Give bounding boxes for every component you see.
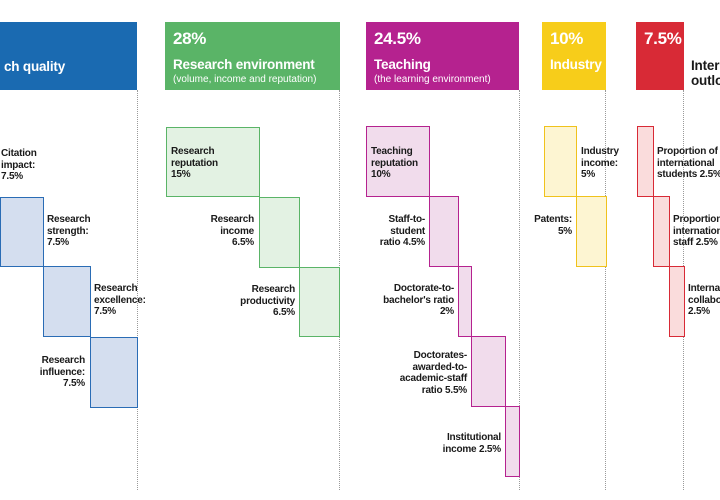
metric-box-research-strength <box>43 266 91 337</box>
pillar-percent: 24.5% <box>374 29 421 48</box>
pillar-header-research-environment: 28% Research environment (volume, income… <box>165 22 340 90</box>
metric-label-research-productivity: Research productivity 6.5% <box>240 284 295 318</box>
pillar-percent: 28% <box>173 29 207 48</box>
metric-label-intl-staff: Proportion internation staff 2.5% <box>673 214 720 248</box>
metric-box-patents <box>576 196 607 267</box>
metric-label-intl-students: Proportion of international students 2.5% <box>657 146 720 180</box>
metric-box-doctorates-staff <box>471 336 506 407</box>
metric-box-research-productivity <box>299 267 340 337</box>
metric-box-teaching-reputation <box>366 126 430 197</box>
pillar-subtitle: (the learning environment) <box>374 74 491 85</box>
metric-label-citation-impact: Citation impact: 7.5% <box>1 148 37 182</box>
metric-label-research-strength: Research strength: 7.5% <box>47 214 91 248</box>
pillar-header-teaching: 24.5% Teaching (the learning environment… <box>366 22 519 90</box>
metric-label-industry-income: Industry income: 5% <box>581 146 619 180</box>
metric-label-doctorate-bachelor: Doctorate-to-bachelor's ratio 2% <box>383 283 454 317</box>
metric-label-doctorates-staff: Doctorates-awarded-to-academic-staff rati… <box>399 350 467 396</box>
metric-label-research-reputation: Research reputation 15% <box>171 146 218 180</box>
metric-label-teaching-reputation: Teaching reputation 10% <box>371 146 418 180</box>
metric-box-staff-student-ratio <box>429 196 459 267</box>
metric-box-intl-students <box>637 126 654 197</box>
pillar-title: Research environment <box>173 57 315 72</box>
metric-label-research-influence: Research influence: 7.5% <box>39 355 85 389</box>
metric-label-institutional-income: Institutional income 2.5% <box>442 432 502 455</box>
pillar-title: Industry <box>550 57 602 72</box>
pillar-title-international: Inter outlo <box>691 58 720 88</box>
pillar-percent: 10% <box>550 29 584 48</box>
metric-box-institutional-income <box>505 406 520 477</box>
pillar-title: Teaching <box>374 57 431 72</box>
metric-label-research-income: Research income 6.5% <box>210 214 255 248</box>
pillar-header-international: 7.5% <box>636 22 684 90</box>
pillar-subtitle: (volume, income and reputation) <box>173 74 317 85</box>
metric-box-research-reputation <box>166 127 260 197</box>
pillar-header-industry: 10% Industry <box>542 22 606 90</box>
metric-box-intl-staff <box>653 196 670 267</box>
metric-box-industry-income <box>544 126 577 197</box>
pillar-percent: 7.5% <box>644 29 682 48</box>
pillar-title: ch quality <box>4 59 66 74</box>
metric-box-doctorate-bachelor <box>458 266 472 337</box>
metric-label-intl-collab: Interna collabo 2.5% <box>688 283 720 317</box>
metric-box-research-income <box>259 197 300 268</box>
metric-box-intl-collab <box>669 266 685 337</box>
metric-label-staff-student: Staff-to-student ratio 4.5% <box>379 214 425 248</box>
metric-label-patents: Patents: 5% <box>534 214 572 237</box>
pillar-header-research-quality: ch quality <box>0 22 137 90</box>
metric-box-research-excellence <box>90 337 138 408</box>
metric-label-research-excellence: Research excellence: 7.5% <box>94 283 146 317</box>
metric-box-citation-impact <box>0 197 44 267</box>
